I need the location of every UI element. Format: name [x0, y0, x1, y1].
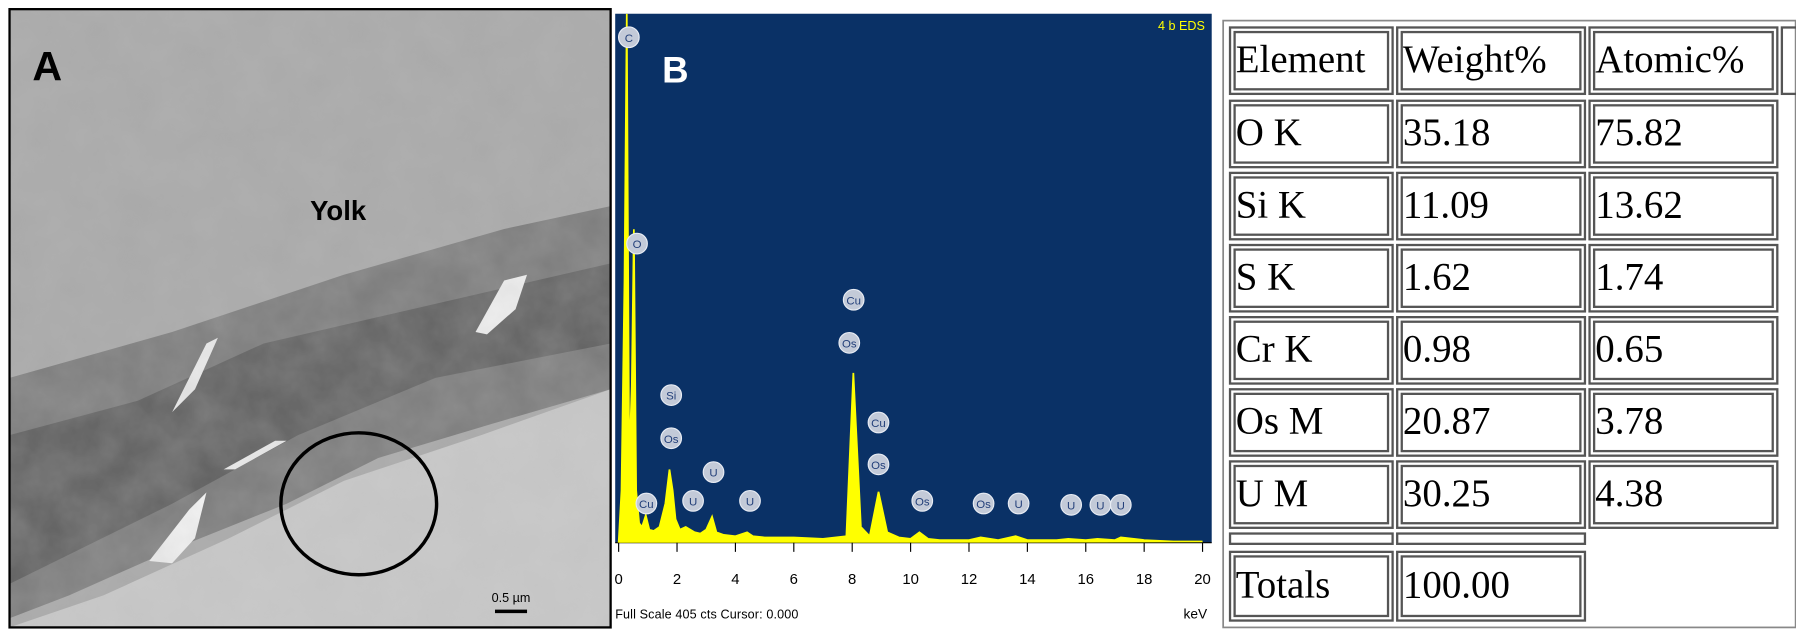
cell-text: 4.38: [1595, 472, 1663, 515]
x-tick-label: 10: [902, 572, 919, 588]
x-tick-label: 8: [848, 572, 856, 588]
cell-text: 0.65: [1595, 328, 1663, 371]
chart-title: 4 b EDS: [1158, 19, 1205, 33]
peak-label: U: [746, 496, 754, 508]
cell-text: U M: [1236, 472, 1308, 515]
x-tick-label: 18: [1136, 572, 1153, 588]
peak-label: Os: [871, 460, 886, 472]
cell-text: 35.18: [1403, 111, 1491, 154]
table-border: [1223, 21, 1795, 628]
spectrum-chart: C O Cu Si Os U U U Os Cu Cu Os Os Os U U U U 0 2 4 6 8 10 12 14 16…: [614, 14, 1211, 588]
cell-text: 3.78: [1595, 400, 1663, 443]
panel-label: A: [32, 43, 62, 89]
peak-label: C: [625, 33, 633, 45]
cell-text: 20.87: [1403, 400, 1491, 443]
cell-text: Weight%: [1403, 38, 1547, 81]
peak-label: U: [1067, 500, 1075, 512]
cell-text: 75.82: [1595, 111, 1683, 154]
x-tick-label: 20: [1194, 572, 1211, 588]
annotation: Yolk: [310, 195, 367, 226]
peak-label: Os: [976, 499, 991, 511]
cell-text: 1.62: [1403, 255, 1471, 298]
peak-label: Si: [666, 391, 676, 403]
peak-label: O: [633, 239, 642, 251]
peak-label: U: [1096, 500, 1104, 512]
x-tick-label: 12: [961, 572, 978, 588]
x-tick-label: 16: [1077, 572, 1094, 588]
peak-label: Os: [915, 496, 930, 508]
cell-text: 100.00: [1403, 563, 1510, 606]
cell-border: [1782, 27, 1796, 93]
cell-text: O K: [1236, 111, 1302, 154]
separator: [1397, 534, 1585, 544]
x-tick-label: 2: [673, 572, 681, 588]
peak-label: Os: [664, 434, 679, 446]
peak-label: Cu: [871, 418, 886, 430]
x-tick-label: 4: [731, 572, 739, 588]
cell-text: 11.09: [1403, 183, 1489, 226]
figure: A Yolk 0.5 µm C O Cu Si Os U U U Os Cu Cu Os Os Os U U U…: [0, 0, 1796, 632]
cell-text: 0.98: [1403, 328, 1471, 371]
footer: Full Scale 405 cts Cursor: 0.000: [615, 607, 798, 621]
peak-label: U: [709, 468, 717, 480]
table: Element Weight% Atomic% O K 35.18 75.82 Si K 11…: [1223, 21, 1796, 628]
cell-text: Element: [1236, 38, 1366, 81]
panel-label: B: [662, 49, 688, 90]
cell-text: S K: [1236, 255, 1295, 298]
micrograph: [10, 9, 611, 627]
scale-bar-label: 0.5 µm: [492, 591, 531, 605]
peak-label: Cu: [639, 499, 654, 511]
peak-label: U: [1117, 500, 1125, 512]
cell-text: 13.62: [1595, 183, 1683, 226]
cell-text: Cr K: [1236, 328, 1313, 371]
cell-text: 1.74: [1595, 255, 1663, 298]
x-tick-label: 0: [614, 572, 622, 588]
plot-background: [615, 14, 1212, 543]
separator: [1230, 534, 1393, 544]
peak-label: U: [1014, 499, 1022, 511]
cell-text: 30.25: [1403, 472, 1491, 515]
x-tick-label: 6: [790, 572, 798, 588]
cell-text: Si K: [1236, 183, 1306, 226]
cell-text: Totals: [1236, 563, 1331, 606]
peak-label: Cu: [846, 295, 861, 307]
x-tick-label: 14: [1019, 572, 1036, 588]
peak-label: U: [689, 496, 697, 508]
cell-text: Os M: [1236, 400, 1324, 443]
peak-label: Os: [842, 338, 857, 350]
x-axis-label: keV: [1183, 606, 1207, 621]
cell-text: Atomic%: [1595, 38, 1744, 81]
